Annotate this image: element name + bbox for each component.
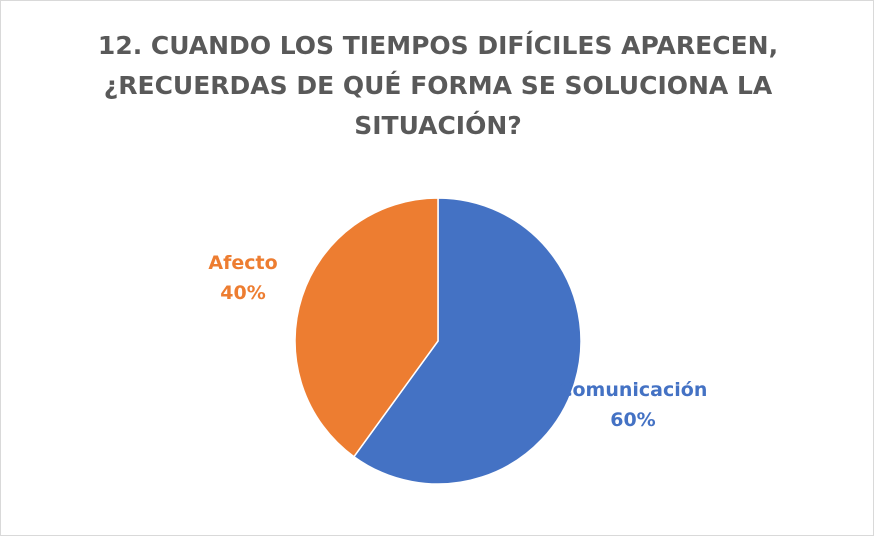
pie-slice: [294, 197, 439, 458]
chart-title: SITUACIÓN?: [354, 110, 522, 140]
pie-slice: [352, 197, 582, 485]
slice-value: 40%: [220, 282, 265, 304]
chart-title: ¿RECUERDAS DE QUÉ FORMA SE SOLUCIONA LA: [104, 71, 773, 100]
slice-value: 60%: [610, 409, 655, 431]
slice-label: Comunicación: [559, 379, 708, 401]
chart-title: 12. CUANDO LOS TIEMPOS DIFÍCILES APARECE…: [98, 31, 778, 60]
slice-label: Afecto: [208, 252, 277, 274]
